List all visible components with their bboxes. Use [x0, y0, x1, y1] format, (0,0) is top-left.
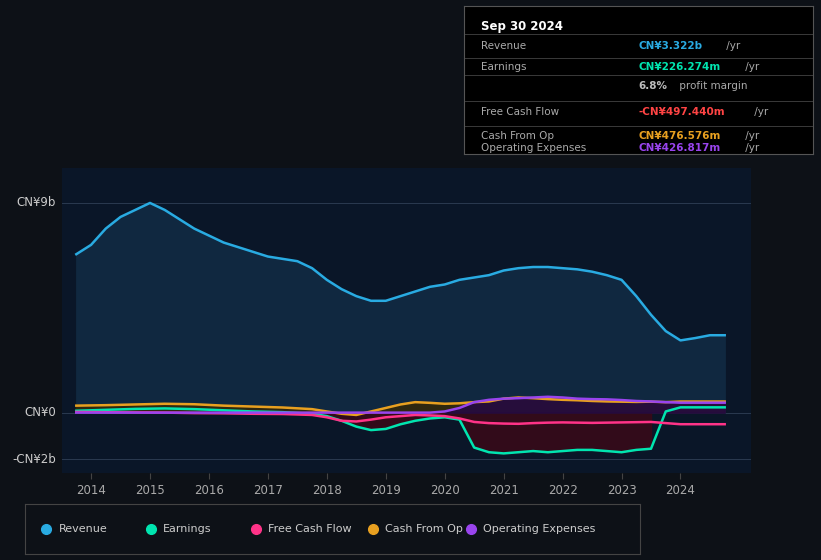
- Text: CN¥3.322b: CN¥3.322b: [639, 41, 703, 52]
- Text: Operating Expenses: Operating Expenses: [481, 143, 586, 153]
- Text: Earnings: Earnings: [481, 62, 527, 72]
- Text: CN¥9b: CN¥9b: [16, 197, 56, 209]
- Text: Cash From Op: Cash From Op: [481, 131, 554, 141]
- Text: Revenue: Revenue: [58, 524, 108, 534]
- Text: CN¥226.274m: CN¥226.274m: [639, 62, 721, 72]
- Text: /yr: /yr: [742, 131, 759, 141]
- Text: CN¥476.576m: CN¥476.576m: [639, 131, 721, 141]
- Text: 6.8%: 6.8%: [639, 81, 667, 91]
- Text: -CN¥497.440m: -CN¥497.440m: [639, 108, 725, 118]
- Text: Operating Expenses: Operating Expenses: [484, 524, 596, 534]
- Text: /yr: /yr: [723, 41, 741, 52]
- Text: /yr: /yr: [742, 143, 759, 153]
- Text: CN¥426.817m: CN¥426.817m: [639, 143, 721, 153]
- Text: Revenue: Revenue: [481, 41, 526, 52]
- Text: Free Cash Flow: Free Cash Flow: [268, 524, 351, 534]
- Text: CN¥0: CN¥0: [25, 406, 56, 419]
- Text: -CN¥2b: -CN¥2b: [12, 452, 56, 466]
- Text: /yr: /yr: [751, 108, 768, 118]
- Text: profit margin: profit margin: [676, 81, 747, 91]
- Text: Cash From Op: Cash From Op: [385, 524, 463, 534]
- Text: Free Cash Flow: Free Cash Flow: [481, 108, 559, 118]
- Text: /yr: /yr: [742, 62, 759, 72]
- Text: Sep 30 2024: Sep 30 2024: [481, 21, 563, 34]
- Text: Earnings: Earnings: [163, 524, 212, 534]
